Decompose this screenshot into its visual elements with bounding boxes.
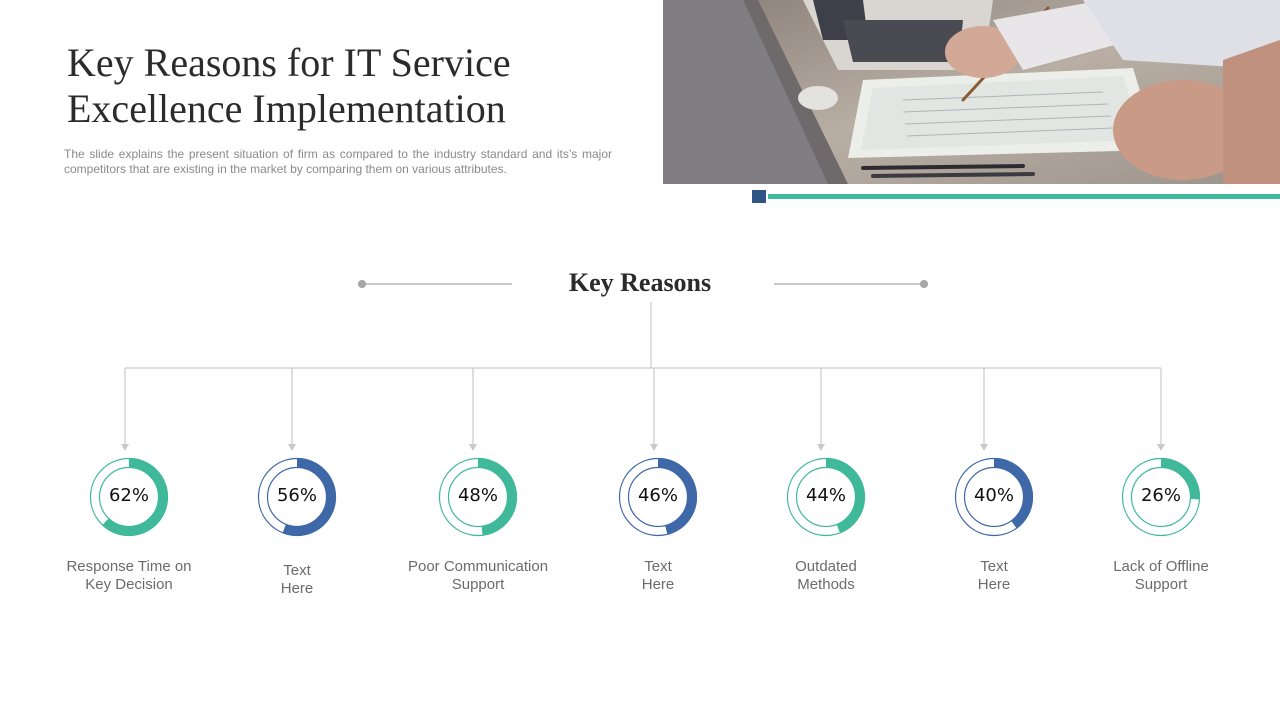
reason-label: Text Here	[909, 558, 1079, 594]
reason-label-line: Here	[280, 580, 314, 597]
reason-label: Text Here	[212, 562, 382, 598]
drop-arrow	[817, 444, 825, 451]
ring-progress-arc	[90, 458, 168, 536]
ring-value: 48%	[457, 485, 498, 506]
ring-progress-arc	[787, 458, 865, 536]
drop-arrow	[469, 444, 477, 451]
ring-value: 26%	[1140, 485, 1181, 506]
accent-square	[752, 190, 766, 203]
reason-label-line: Lack of Offline	[1113, 558, 1209, 575]
ring-value: 56%	[276, 485, 317, 506]
reason-label-line: Poor Communication	[407, 558, 549, 575]
reason-label: Response Time on Key Decision	[44, 558, 214, 594]
reason-label-line: Support	[451, 576, 505, 593]
ring-inner	[627, 466, 689, 528]
ring-value: 46%	[637, 485, 678, 506]
reason-label-line: Outdated	[795, 558, 857, 575]
ring-progress-arc	[439, 458, 517, 536]
reason-label: Text Here	[573, 558, 743, 594]
diagram-heading: Key Reasons	[568, 268, 712, 297]
connectors	[121, 302, 1165, 451]
ring-progress-arc	[955, 458, 1033, 536]
page-title: Key Reasons for IT Service Excellence Im…	[67, 40, 511, 131]
ring-value: 44%	[805, 485, 846, 506]
accent-bar	[768, 194, 1280, 199]
drop-arrow	[1157, 444, 1165, 451]
ring-inner	[266, 466, 328, 528]
reason-label: Outdated Methods	[741, 558, 911, 594]
reason-label-line: Here	[977, 576, 1011, 593]
ring-inner	[963, 466, 1025, 528]
ring-value: 40%	[973, 485, 1014, 506]
ring-inner	[447, 466, 509, 528]
drop-arrow	[980, 444, 988, 451]
ring-inner	[1130, 466, 1192, 528]
reason-label-line: Key Decision	[85, 576, 173, 593]
ring-progress-arc	[258, 458, 336, 536]
heading-dot-left	[357, 279, 367, 289]
business-meeting-photo	[663, 0, 1280, 184]
reason-label-line: Text	[644, 558, 672, 575]
reason-label-line: Text	[980, 558, 1008, 575]
reason-label-line: Here	[641, 576, 675, 593]
drop-arrow	[650, 444, 658, 451]
heading-dot-right	[919, 279, 929, 289]
reason-label-line: Text	[283, 562, 311, 579]
ring-inner	[98, 466, 160, 528]
rings	[89, 457, 1201, 537]
drop-arrow	[288, 444, 296, 451]
page-subtitle: The slide explains the present situation…	[64, 147, 612, 176]
drop-arrow	[121, 444, 129, 451]
ring-value: 62%	[108, 485, 149, 506]
reason-label-line: Methods	[797, 576, 855, 593]
reason-label: Lack of Offline Support	[1076, 558, 1246, 594]
ring-progress-arc	[619, 458, 697, 536]
ring-inner	[795, 466, 857, 528]
reason-label-line: Support	[1134, 576, 1188, 593]
reason-label-line: Response Time on	[66, 558, 192, 575]
ring-progress-arc	[1122, 458, 1200, 536]
reason-label: Poor Communication Support	[393, 558, 563, 594]
